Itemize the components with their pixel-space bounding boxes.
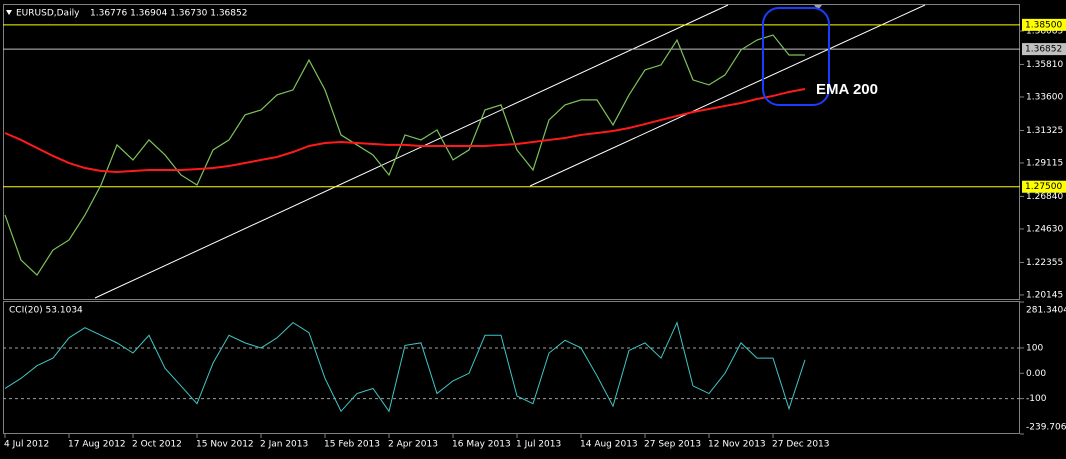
y-tick-label: 1.20145 (1026, 290, 1063, 300)
series-line (4, 88, 806, 174)
price-label: 1.27500 (1025, 182, 1062, 192)
shift-marker (814, 5, 822, 10)
y-tick-label: 1.38085 (1026, 26, 1063, 36)
chart-title: EURUSD,Daily (16, 9, 80, 19)
y-tick-label: 281.3404 (1026, 306, 1066, 316)
price-label-box (1022, 43, 1066, 56)
x-tick-label: 2 Oct 2012 (132, 440, 182, 450)
ohlc-values: 1.36776 1.36904 1.36730 1.36852 (90, 9, 247, 19)
price-pane (3, 4, 1020, 300)
price-label-box (1022, 18, 1066, 31)
x-tick-label: 2 Apr 2013 (388, 440, 438, 450)
channel-line (529, 4, 926, 187)
indicator-title: CCI(20) 53.1034 (9, 306, 83, 316)
price-label: 1.38500 (1025, 20, 1062, 30)
y-tick-label: 100 (1026, 343, 1043, 353)
x-tick-label: 27 Dec 2013 (772, 440, 830, 450)
y-tick-label: 1.33600 (1026, 92, 1063, 102)
y-tick-label: -239.7069 (1026, 423, 1066, 433)
x-tick-label: 12 Nov 2013 (708, 440, 766, 450)
y-tick-label: 1.31325 (1026, 126, 1063, 136)
y-tick-label: 1.26840 (1026, 192, 1063, 202)
series-line (4, 34, 805, 276)
ema-label: EMA 200 (816, 81, 878, 98)
x-tick-label: 4 Jul 2012 (4, 440, 49, 450)
indicator-pane (3, 301, 1020, 434)
price-label: 1.36852 (1025, 45, 1062, 55)
x-tick-label: 1 Jul 2013 (516, 440, 561, 450)
y-tick-label: 1.22355 (1026, 258, 1063, 268)
highlight-box (762, 7, 830, 106)
x-tick-label: 2 Jan 2013 (260, 440, 308, 450)
x-tick-label: 15 Feb 2013 (324, 440, 380, 450)
marks: 1.38085 1.35810 1.33600 1.31325 1.29115 1.268… (3, 18, 1066, 450)
y-tick-label: 1.35810 (1026, 60, 1063, 70)
x-tick-label: 14 Aug 2013 (580, 440, 638, 450)
channel-line (94, 4, 729, 299)
series-line (4, 321, 806, 413)
y-tick-label: -100 (1026, 394, 1047, 404)
price-label-box (1022, 180, 1066, 193)
y-tick-label: 1.29115 (1026, 158, 1063, 168)
x-tick-label: 17 Aug 2012 (68, 440, 126, 450)
y-tick-label: 1.24630 (1026, 224, 1063, 234)
x-tick-label: 27 Sep 2013 (644, 440, 701, 450)
menu-arrow[interactable] (6, 10, 12, 15)
x-tick-label: 15 Nov 2012 (196, 440, 254, 450)
y-tick-label: 0.00 (1026, 369, 1046, 379)
x-tick-label: 16 May 2013 (452, 440, 511, 450)
